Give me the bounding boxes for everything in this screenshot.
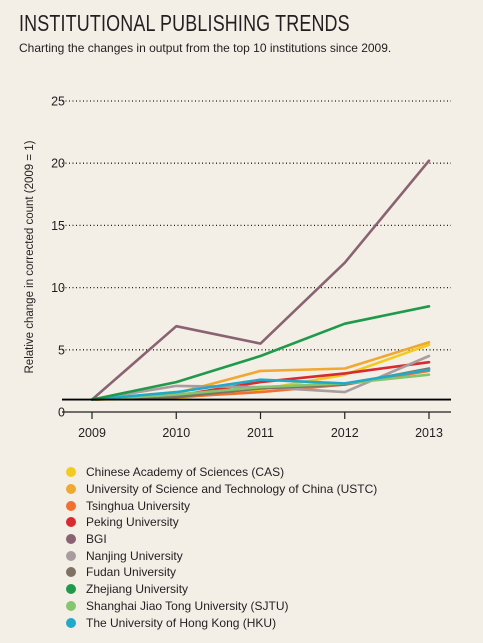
legend-label: Fudan University (86, 565, 177, 580)
axes: 0 5 10 15 20 25 2009 2010 2011 2012 2013 (51, 95, 451, 440)
x-tick-label: 2009 (78, 426, 106, 440)
legend-swatch (66, 500, 76, 511)
series-line (90, 159, 431, 401)
legend-swatch (66, 467, 76, 478)
legend-item: Tsinghua University (66, 497, 377, 514)
legend-label: BGI (86, 532, 107, 547)
legend-item: Fudan University (66, 564, 377, 581)
y-tick-label: 15 (51, 219, 65, 233)
legend-swatch (66, 550, 76, 561)
series-line (90, 368, 431, 401)
y-tick-label: 5 (58, 343, 65, 357)
legend-label: Shanghai Jiao Tong University (SJTU) (86, 598, 289, 613)
legend-swatch (66, 534, 76, 545)
x-tick-label: 2010 (162, 426, 190, 440)
series-lines (62, 159, 451, 401)
legend-item: Chinese Academy of Sciences (CAS) (66, 464, 377, 481)
legend-item: Zhejiang University (66, 581, 377, 598)
legend-swatch (66, 617, 76, 628)
series-line (90, 304, 431, 401)
y-tick-label: 20 (51, 157, 65, 171)
x-tick-label: 2013 (415, 426, 443, 440)
y-tick-label: 10 (51, 281, 65, 295)
legend-label: The University of Hong Kong (HKU) (86, 615, 277, 630)
legend-item: University of Science and Technology of … (66, 481, 377, 498)
y-tick-label: 25 (51, 95, 65, 109)
legend-label: Chinese Academy of Sciences (CAS) (86, 465, 285, 480)
y-axis-label: Relative change in corrected count (2009… (24, 140, 36, 373)
legend-label: Nanjing University (86, 548, 183, 563)
legend-item: The University of Hong Kong (HKU) (66, 614, 377, 631)
x-tick-label: 2011 (247, 426, 274, 440)
y-tick-label: 0 (58, 406, 65, 420)
legend-label: Zhejiang University (86, 582, 189, 597)
legend-item: Nanjing University (66, 547, 377, 564)
legend-item: Peking University (66, 514, 377, 531)
chart-title: INSTITUTIONAL PUBLISHING TRENDS (19, 10, 350, 36)
gridlines (62, 100, 451, 351)
legend-swatch (66, 600, 76, 611)
legend-label: Tsinghua University (86, 498, 191, 513)
legend-swatch (66, 584, 76, 595)
legend-swatch (66, 567, 76, 578)
legend-item: Shanghai Jiao Tong University (SJTU) (66, 598, 377, 615)
legend: Chinese Academy of Sciences (CAS) Univers… (66, 464, 377, 631)
legend-swatch (66, 517, 76, 528)
series-line (90, 373, 431, 401)
x-tick-label: 2012 (331, 426, 359, 440)
chart-subtitle: Charting the changes in output from the … (19, 41, 392, 55)
legend-item: BGI (66, 531, 377, 548)
legend-label: University of Science and Technology of … (86, 482, 378, 497)
legend-swatch (66, 484, 76, 495)
legend-label: Peking University (86, 515, 179, 530)
